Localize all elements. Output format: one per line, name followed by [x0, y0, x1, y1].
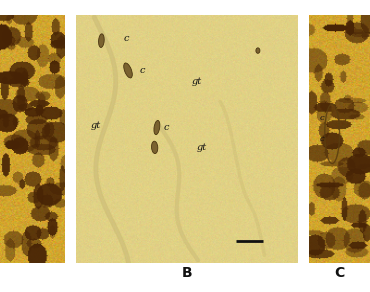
Text: c: c	[164, 123, 169, 132]
Text: c: c	[320, 114, 324, 122]
Text: gt: gt	[90, 121, 100, 130]
Text: gt: gt	[197, 143, 207, 152]
Ellipse shape	[154, 120, 160, 135]
Text: gt: gt	[191, 77, 201, 86]
Ellipse shape	[256, 48, 260, 53]
Ellipse shape	[152, 141, 158, 154]
Text: c: c	[320, 135, 324, 143]
Ellipse shape	[124, 63, 132, 78]
Text: C: C	[334, 266, 345, 280]
Text: B: B	[182, 266, 192, 280]
Text: c: c	[124, 34, 129, 43]
Text: c: c	[139, 66, 145, 75]
Ellipse shape	[98, 34, 104, 48]
